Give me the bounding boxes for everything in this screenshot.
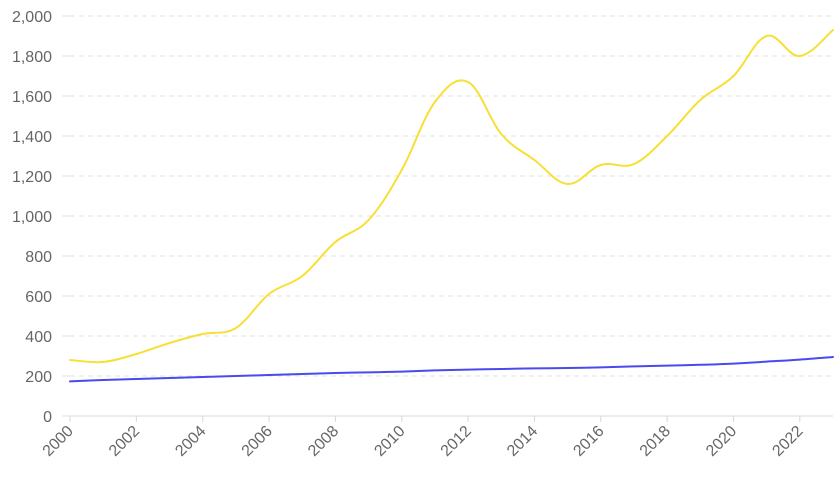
x-tick-label: 2012 bbox=[438, 423, 475, 460]
x-tick-label: 2000 bbox=[40, 423, 77, 460]
x-tick-label: 2004 bbox=[172, 423, 209, 460]
y-tick-label: 200 bbox=[25, 369, 52, 386]
series-lines bbox=[69, 29, 834, 383]
x-tick-label: 2008 bbox=[305, 423, 342, 460]
y-tick-label: 1,200 bbox=[12, 169, 52, 186]
x-tick-label: 2010 bbox=[371, 423, 408, 460]
x-tick-label: 2022 bbox=[769, 423, 806, 460]
y-tick-label: 2,000 bbox=[12, 9, 52, 26]
series-line-0 bbox=[69, 29, 834, 364]
x-tick-label: 2020 bbox=[703, 423, 740, 460]
y-tick-label: 1,000 bbox=[12, 209, 52, 226]
x-axis-labels: 2000 2002 2004 2006 2008 2010 2012 2014 2016 2018… bbox=[40, 416, 807, 460]
x-tick-label: 2002 bbox=[106, 423, 143, 460]
y-tick-label: 0 bbox=[43, 409, 52, 426]
y-tick-label: 600 bbox=[25, 289, 52, 306]
grid-lines bbox=[62, 15, 833, 417]
x-tick-label: 2006 bbox=[239, 423, 276, 460]
y-tick-label: 800 bbox=[25, 249, 52, 266]
x-tick-label: 2016 bbox=[570, 423, 607, 460]
x-tick-label: 2014 bbox=[504, 423, 541, 460]
y-tick-label: 1,400 bbox=[12, 129, 52, 146]
y-tick-label: 1,800 bbox=[12, 49, 52, 66]
y-tick-label: 400 bbox=[25, 329, 52, 346]
series-line-1 bbox=[69, 356, 834, 383]
y-axis-labels: 0 200 400 600 800 1,000 1,200 1,400 1,600 1,800 2,… bbox=[12, 9, 52, 426]
y-tick-label: 1,600 bbox=[12, 89, 52, 106]
x-tick-label: 2018 bbox=[637, 423, 674, 460]
